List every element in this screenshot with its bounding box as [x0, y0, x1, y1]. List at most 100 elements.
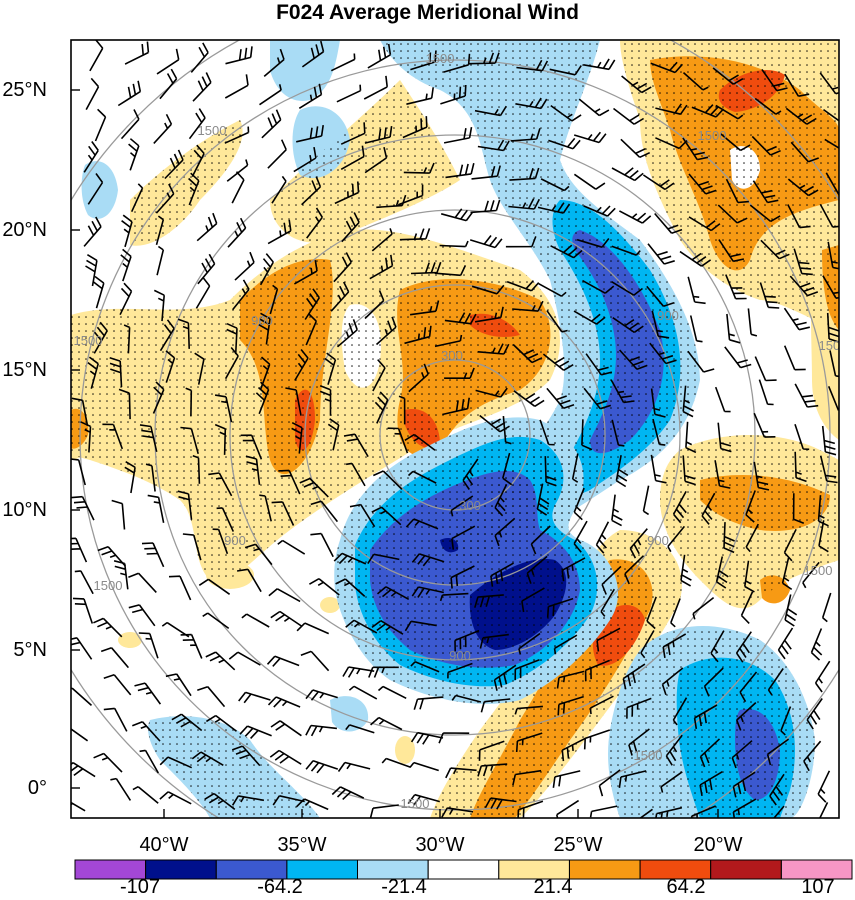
wind-barb: [475, 387, 508, 398]
wind-barb: [369, 804, 399, 818]
range-ring-1500: [79, 59, 831, 811]
wind-barb: [474, 105, 507, 117]
wind-barb: [177, 318, 190, 349]
wind-barb: [123, 324, 131, 354]
wind-barb: [301, 40, 325, 68]
wind-barbs: [71, 40, 839, 818]
wind-barb: [589, 805, 618, 818]
wind-barb: [745, 523, 760, 553]
wind-barb: [407, 793, 441, 806]
wind-barb: [670, 598, 681, 628]
wind-barb: [204, 792, 236, 811]
wind-barb: [241, 613, 270, 628]
wind-barb: [717, 204, 748, 224]
wind-barb: [259, 84, 282, 106]
wind-barb: [548, 137, 581, 150]
wind-barb: [626, 697, 652, 719]
wind-barb: [667, 525, 686, 553]
wind-barb: [691, 104, 725, 118]
wind-barb: [720, 133, 751, 152]
wind-barb: [411, 553, 445, 567]
wind-barb: [102, 423, 124, 450]
wind-barb: [285, 387, 302, 416]
wind-barb: [330, 281, 350, 312]
wind-barb: [754, 356, 777, 382]
colorbar-label: -21.4: [381, 876, 427, 898]
wind-barb: [679, 250, 712, 267]
wind-barb: [672, 697, 688, 726]
wind-barb: [228, 651, 261, 666]
wind-barb: [117, 80, 142, 107]
wind-barb: [377, 685, 407, 700]
wind-barb: [103, 674, 132, 696]
wind-barb: [372, 470, 403, 490]
wind-barb: [615, 455, 629, 488]
wind-barb: [822, 275, 839, 299]
wind-barb: [236, 568, 262, 593]
wind-barb: [231, 795, 265, 806]
wind-barb: [493, 664, 517, 691]
wind-barb: [821, 592, 832, 623]
ring-label: 900: [647, 533, 669, 548]
ring-label: 900: [657, 308, 679, 323]
wind-barb: [760, 239, 790, 260]
wind-barb: [263, 48, 285, 78]
wind-barb: [725, 274, 747, 300]
wind-barb: [539, 419, 555, 446]
axis-ticks: [71, 89, 719, 818]
wind-barb: [294, 259, 318, 285]
wind-barb: [794, 451, 807, 483]
wind-barb: [502, 452, 513, 486]
ring-label: 1500: [198, 123, 227, 138]
wind-barb: [269, 284, 279, 315]
wind-barb: [717, 422, 732, 453]
wind-barb: [819, 72, 839, 95]
wind-barb: [239, 725, 272, 739]
wind-barb: [701, 492, 716, 525]
wind-barb: [494, 517, 516, 547]
wind-barb: [330, 53, 356, 72]
wind-barb: [225, 46, 253, 65]
wind-barb: [343, 433, 369, 458]
wind-barb: [198, 578, 231, 595]
wind-barb: [87, 173, 104, 205]
wind-barb: [751, 135, 781, 156]
wind-barb: [327, 418, 340, 451]
wind-barb: [89, 40, 104, 72]
wind-barb: [333, 552, 367, 565]
wind-barb: [267, 219, 292, 245]
wind-barb: [819, 203, 839, 228]
wind-barb: [205, 714, 237, 732]
wind-barb: [277, 539, 306, 555]
wind-barb: [441, 807, 474, 818]
wind-barb: [787, 178, 819, 197]
wind-barb: [789, 275, 819, 297]
wind-barb: [299, 477, 329, 498]
wind-barb: [508, 198, 541, 210]
wind-barb: [825, 172, 839, 196]
wind-barb: [474, 306, 504, 323]
wind-barb: [490, 562, 514, 587]
wind-barb: [272, 795, 305, 806]
wind-barb: [296, 798, 329, 811]
wind-barb: [442, 397, 470, 416]
wind-barb: [471, 165, 501, 180]
wind-barb: [305, 312, 318, 346]
map-frame: [70, 39, 840, 819]
wind-barb: [182, 533, 202, 561]
wind-barb: [87, 356, 99, 389]
lon-label-30w: 30°W: [415, 834, 465, 856]
wind-barb: [331, 786, 365, 800]
wind-barb: [662, 633, 687, 659]
wind-barb: [767, 668, 784, 696]
ring-label: 300: [441, 348, 463, 363]
wind-barb: [145, 463, 156, 492]
wind-barb: [340, 122, 366, 145]
wind-barb: [197, 253, 216, 285]
wind-barb: [699, 738, 721, 768]
wind-barb: [119, 282, 133, 316]
wind-barb: [71, 801, 86, 812]
wind-barb: [298, 83, 323, 109]
wind-barb: [714, 460, 731, 489]
